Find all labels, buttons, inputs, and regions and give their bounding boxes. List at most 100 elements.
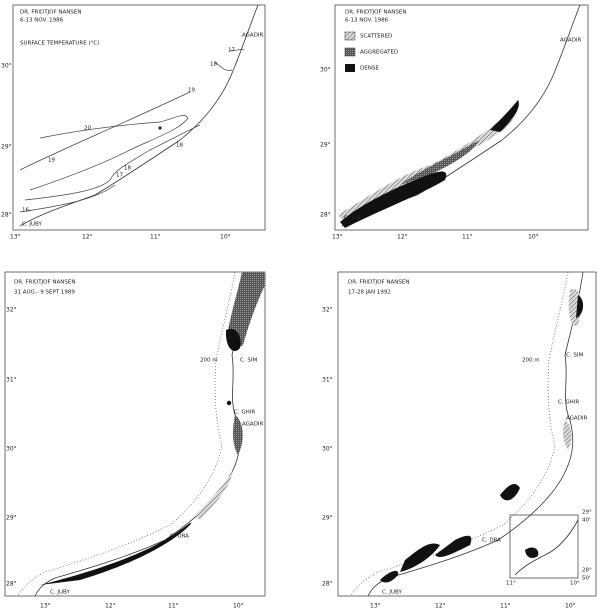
isotherm-label: 19 xyxy=(188,88,195,94)
lon-label: 12° xyxy=(105,603,116,610)
place-label: C. SIM xyxy=(566,353,583,359)
frame xyxy=(12,4,266,231)
place-label: C. DRA xyxy=(170,534,189,540)
lon-label: 11° xyxy=(168,603,179,610)
station xyxy=(226,400,232,406)
aggregated-area xyxy=(233,415,243,455)
place-label: 200 m xyxy=(200,358,218,364)
isotherm xyxy=(229,49,245,51)
lon-label: 10° xyxy=(220,234,231,241)
dense-area xyxy=(400,543,440,572)
panel-title: DR. FRIDTJOF NANSEN xyxy=(345,10,407,16)
isotherm-label: 20 xyxy=(84,126,91,132)
isotherm xyxy=(29,115,189,191)
lon-label: 11° xyxy=(150,234,161,241)
panel-title: DR. FRIDTJOF NANSEN xyxy=(348,280,410,286)
lon-label: 10° xyxy=(233,603,244,610)
isotherm-label: 16 xyxy=(22,208,29,214)
lat-label: 30° xyxy=(320,67,331,74)
lat-label: 28° xyxy=(6,581,17,588)
lat-label: 30° xyxy=(1,63,12,70)
place-label: C. GHIR xyxy=(558,400,579,406)
isotherm xyxy=(24,124,201,201)
isotherm-label: 19 xyxy=(48,158,55,164)
lat-label: 32° xyxy=(6,307,17,314)
place-label: C. GHIR xyxy=(234,410,255,416)
dense-area xyxy=(435,535,472,557)
lat-label: 31° xyxy=(322,377,333,384)
panel-subtitle: SURFACE TEMPERATURE (°C) xyxy=(20,41,99,47)
inset-label: 28° xyxy=(582,568,592,574)
place-label: 200 m xyxy=(522,358,540,364)
panel-title: DR. FRIDTJOF NANSEN xyxy=(20,10,82,16)
panel-density: DR. FRIDTJOF NANSEN 6-13 NOV. 1986 SCATT… xyxy=(320,4,589,241)
place-label: AGADIR xyxy=(566,416,588,422)
coastline xyxy=(367,271,584,597)
isotherm xyxy=(19,184,116,213)
lat-label: 28° xyxy=(320,212,331,219)
dense-area xyxy=(500,484,520,501)
frame xyxy=(337,271,597,597)
scattered-area xyxy=(338,102,519,222)
panel-date: 31 AUG.- 9 SEPT 1989 xyxy=(14,290,75,296)
dense-area xyxy=(340,171,447,228)
place-label: C. JUBY xyxy=(50,590,70,596)
isotherm xyxy=(214,61,233,71)
place-label: C. JUBY xyxy=(382,590,402,596)
lat-label: 29° xyxy=(322,515,333,522)
legend-swatch xyxy=(344,31,356,41)
aggregated-area xyxy=(400,140,480,185)
lat-label: 31° xyxy=(6,377,17,384)
place-label: C. JUBY xyxy=(344,216,364,222)
lat-label: 30° xyxy=(6,446,17,453)
lat-label: 32° xyxy=(322,307,333,314)
lon-label: 11° xyxy=(462,234,473,241)
inset-label: 40' xyxy=(582,518,591,524)
dense-area xyxy=(380,570,399,583)
place-label: AGADIR xyxy=(560,38,582,44)
dense-area xyxy=(490,100,519,132)
place-label: AGADIR xyxy=(242,422,264,428)
station xyxy=(158,126,162,130)
lat-label: 28° xyxy=(1,212,12,219)
panel-date: 6-13 NOV. 1986 xyxy=(345,18,389,24)
lat-label: 28° xyxy=(322,581,333,588)
scattered-area xyxy=(563,420,572,450)
isobath-200m xyxy=(350,271,569,597)
inset-frame xyxy=(509,514,579,579)
inset-label: 11° xyxy=(506,581,516,587)
inset-label: 10° xyxy=(570,581,580,587)
scattered-area xyxy=(195,470,233,520)
isobath-200m xyxy=(17,271,236,597)
isotherm-label: 17 xyxy=(116,173,123,179)
legend-label: SCATTERED xyxy=(360,34,392,40)
place-label: C. DRA xyxy=(482,538,501,544)
isotherm-label: 18 xyxy=(124,166,131,172)
isotherm-label: 18 xyxy=(176,143,183,149)
coastline xyxy=(34,271,251,597)
lon-label: 13° xyxy=(40,603,51,610)
lon-label: 10° xyxy=(565,603,576,610)
isotherm-label: 17 xyxy=(228,48,235,54)
place-label: C. JUBY xyxy=(22,222,42,228)
lon-label: 11° xyxy=(500,603,511,610)
dense-area xyxy=(576,295,584,318)
legend-swatch xyxy=(344,47,356,57)
aggregated-area xyxy=(228,272,265,347)
isotherm-label: 18 xyxy=(210,62,217,68)
panel-title: DR. FRIDTJOF NANSEN xyxy=(14,280,76,286)
lat-label: 29° xyxy=(1,144,12,151)
frame xyxy=(4,271,266,597)
dense-area xyxy=(525,547,539,558)
lon-label: 13° xyxy=(10,234,21,241)
lat-label: 30° xyxy=(322,446,333,453)
legend-label: AGGREGATED xyxy=(360,50,398,56)
inset-label: 29° xyxy=(582,510,592,516)
panel-1992: DR. FRIDTJOF NANSEN 17-28 JAN 1992 200 m… xyxy=(322,271,597,610)
frame xyxy=(334,4,589,231)
lon-label: 13° xyxy=(332,234,343,241)
lat-label: 29° xyxy=(320,142,331,149)
lon-label: 10° xyxy=(528,234,539,241)
dense-area xyxy=(225,328,241,351)
panel-1989: DR. FRIDTJOF NANSEN 31 AUG.- 9 SEPT 1989… xyxy=(4,271,266,610)
